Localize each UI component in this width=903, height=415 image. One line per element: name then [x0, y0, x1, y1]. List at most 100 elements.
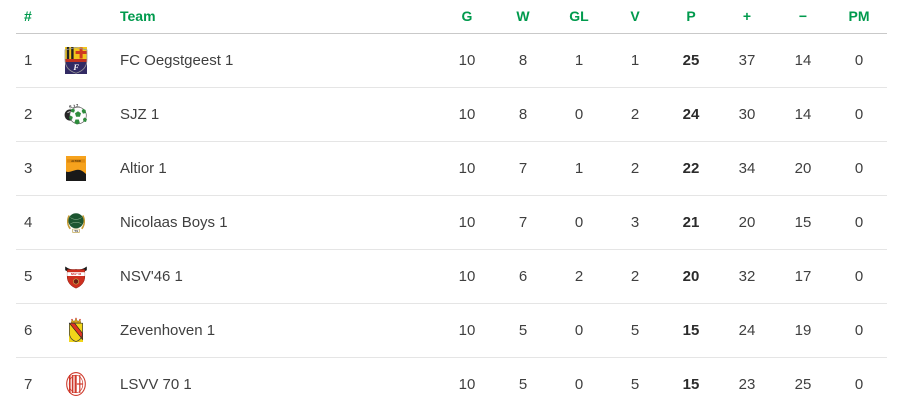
team-row[interactable]: 6 Zevenhoven 1 10 5 0 5 15 24 19 0: [16, 303, 887, 358]
goals-against-cell: 17: [775, 249, 831, 304]
wins-cell: 8: [495, 33, 551, 88]
team-name-cell[interactable]: LSVV 70 1: [120, 375, 192, 393]
losses-cell: 2: [607, 249, 663, 304]
fc-oegstgeest-crest-icon: F: [64, 47, 88, 74]
team-badge: [62, 370, 90, 398]
goals-against-cell: 19: [775, 303, 831, 358]
svg-text:ALTIOR: ALTIOR: [71, 159, 81, 163]
wins-cell: 7: [495, 195, 551, 250]
goals-for-cell: 20: [719, 195, 775, 250]
team-row[interactable]: 7 LSVV 70 1 10 5 0 5 15 23 25 0: [16, 357, 887, 411]
nsv46-crest-icon: NSV '46: [65, 266, 87, 289]
goals-against-cell: 15: [775, 195, 831, 250]
points-cell: 15: [682, 375, 700, 393]
draws-cell: 1: [551, 33, 607, 88]
goals-against-cell: 20: [775, 141, 831, 196]
draws-cell: 0: [551, 87, 607, 142]
col-header-rank: #: [16, 0, 50, 34]
points-cell: 24: [663, 87, 719, 142]
penalty-points-cell: 0: [831, 87, 887, 142]
penalty-points-cell: 0: [831, 249, 887, 304]
team-name-cell[interactable]: Zevenhoven 1: [102, 303, 439, 358]
col-header-goals-for: +: [719, 0, 775, 34]
badge-cell: '79: [50, 195, 102, 250]
col-header-games: G: [439, 0, 495, 34]
goals-for-cell: 24: [719, 303, 775, 358]
points-cell: 25: [663, 33, 719, 88]
lsvv-70-crest-icon: [66, 372, 86, 397]
col-header-wins: W: [495, 0, 551, 34]
svg-text:NSV '46: NSV '46: [71, 272, 82, 276]
penalty-points-cell: 0: [831, 141, 887, 196]
goals-against-cell: 25: [794, 375, 812, 393]
col-header-points: P: [663, 0, 719, 34]
losses-cell: 3: [607, 195, 663, 250]
losses-cell: 5: [607, 303, 663, 358]
rank-cell: 6: [16, 303, 50, 358]
zevenhoven-crest-icon: [69, 317, 83, 342]
team-row[interactable]: 5 NSV '46 NSV'46 1 10 6 2 2 20 32 17 0: [16, 249, 887, 304]
games-cell: 10: [439, 195, 495, 250]
badge-cell: [50, 357, 102, 411]
col-header-team: Team: [102, 0, 439, 34]
penalty-points-cell: 0: [854, 375, 864, 393]
draws-cell: 2: [551, 249, 607, 304]
team-row[interactable]: 3 ALTIOR Altior 1 10 7 1 2 22 34 20 0: [16, 141, 887, 196]
goals-for-cell: 32: [719, 249, 775, 304]
wins-cell: 7: [495, 141, 551, 196]
col-header-penalty-points: PM: [831, 0, 887, 34]
team-name-cell[interactable]: FC Oegstgeest 1: [102, 33, 439, 88]
rank-cell: 1: [16, 33, 50, 88]
rank-cell: 4: [16, 195, 50, 250]
team-name-cell[interactable]: SJZ 1: [102, 87, 439, 142]
team-badge: S.J.Z.: [62, 100, 90, 128]
col-header-draws: GL: [551, 0, 607, 34]
team-name-cell[interactable]: Nicolaas Boys 1: [102, 195, 439, 250]
svg-text:F: F: [72, 62, 79, 72]
svg-text:'79: '79: [74, 229, 78, 233]
losses-cell: 2: [607, 87, 663, 142]
points-cell: 22: [663, 141, 719, 196]
team-row[interactable]: 2 S.J.Z. SJZ 1 10 8 0 2 24 30 14 0: [16, 87, 887, 142]
rank-cell: 3: [16, 141, 50, 196]
losses-cell: 5: [630, 375, 640, 393]
penalty-points-cell: 0: [831, 33, 887, 88]
badge-cell: S.J.Z.: [50, 87, 102, 142]
games-cell: 10: [439, 33, 495, 88]
team-badge: ALTIOR: [62, 154, 90, 182]
standings-body: 1 F FC Oegstgeest 1 10 8 1 1 25 37 14 0 …: [16, 33, 887, 411]
goals-for-cell: 30: [719, 87, 775, 142]
team-row[interactable]: 4 '79 Nicolaas Boys 1 10 7 0 3 21 20 15 …: [16, 195, 887, 250]
team-name-cell[interactable]: Altior 1: [102, 141, 439, 196]
team-row[interactable]: 1 F FC Oegstgeest 1 10 8 1 1 25 37 14 0: [16, 33, 887, 88]
goals-against-cell: 14: [775, 33, 831, 88]
wins-cell: 8: [495, 87, 551, 142]
team-badge: F: [62, 46, 90, 74]
rank-cell: 7: [24, 375, 33, 393]
goals-for-cell: 34: [719, 141, 775, 196]
games-cell: 10: [439, 141, 495, 196]
nicolaas-boys-crest-icon: '79: [66, 213, 86, 233]
wins-cell: 5: [518, 375, 528, 393]
wins-cell: 5: [495, 303, 551, 358]
col-header-losses: V: [607, 0, 663, 34]
badge-cell: F: [50, 33, 102, 88]
wins-cell: 6: [495, 249, 551, 304]
col-header-badge-spacer: [50, 0, 102, 34]
rank-cell: 2: [16, 87, 50, 142]
points-cell: 20: [663, 249, 719, 304]
team-badge: [62, 316, 90, 344]
svg-text:S.J.Z.: S.J.Z.: [69, 103, 80, 110]
games-cell: 10: [439, 87, 495, 142]
badge-cell: [50, 303, 102, 358]
sjz-crest-icon: S.J.Z.: [64, 103, 87, 125]
col-header-goals-against: −: [775, 0, 831, 34]
team-name-cell[interactable]: NSV'46 1: [102, 249, 439, 304]
penalty-points-cell: 0: [831, 303, 887, 358]
team-badge: '79: [62, 208, 90, 236]
draws-cell: 0: [574, 375, 584, 393]
games-cell: 10: [439, 249, 495, 304]
badge-cell: NSV '46: [50, 249, 102, 304]
altior-crest-icon: ALTIOR: [62, 154, 90, 182]
